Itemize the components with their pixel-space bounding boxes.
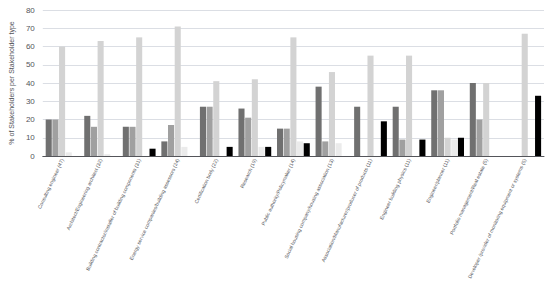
svg-text:10: 10: [26, 133, 35, 142]
svg-text:Association/Manufacturer/produ: Association/Manufacturer/producer of pro…: [320, 157, 373, 262]
svg-text:Engineer building physics (11): Engineer building physics (11): [378, 157, 412, 220]
svg-text:20: 20: [26, 115, 35, 124]
svg-text:30: 30: [26, 97, 35, 106]
svg-text:Social housing company/housing: Social housing company/housing associati…: [282, 157, 335, 260]
svg-text:80: 80: [26, 6, 35, 15]
svg-text:Energy service companies/build: Energy service companies/building assess…: [128, 157, 181, 261]
svg-text:70: 70: [26, 24, 35, 33]
svg-text:Public authority/Policymaker (: Public authority/Policymaker (14): [260, 157, 296, 226]
svg-text:Building contractor/installer: Building contractor/installer of buildin…: [84, 157, 142, 272]
svg-text:Developer /provider of monitor: Developer /provider of monitoring equipm…: [466, 157, 527, 279]
svg-text:% of Stakeholders per Stakehol: % of Stakeholders per Stakeholder type: [8, 21, 16, 144]
svg-text:Portfolio management/Real esta: Portfolio management/Real estate (5): [448, 157, 489, 235]
svg-text:Certification body (22): Certification body (22): [193, 157, 219, 204]
svg-text:Architect/Engineering architec: Architect/Engineering architect (32): [65, 157, 104, 230]
svg-text:0: 0: [30, 152, 35, 161]
svg-text:50: 50: [26, 60, 35, 69]
svg-text:60: 60: [26, 42, 35, 51]
svg-text:Engineer/planner (11): Engineer/planner (11): [425, 157, 451, 203]
svg-text:Research (19): Research (19): [239, 157, 258, 188]
svg-text:Consulting engineer (47): Consulting engineer (47): [36, 157, 65, 209]
svg-text:40: 40: [26, 79, 35, 88]
